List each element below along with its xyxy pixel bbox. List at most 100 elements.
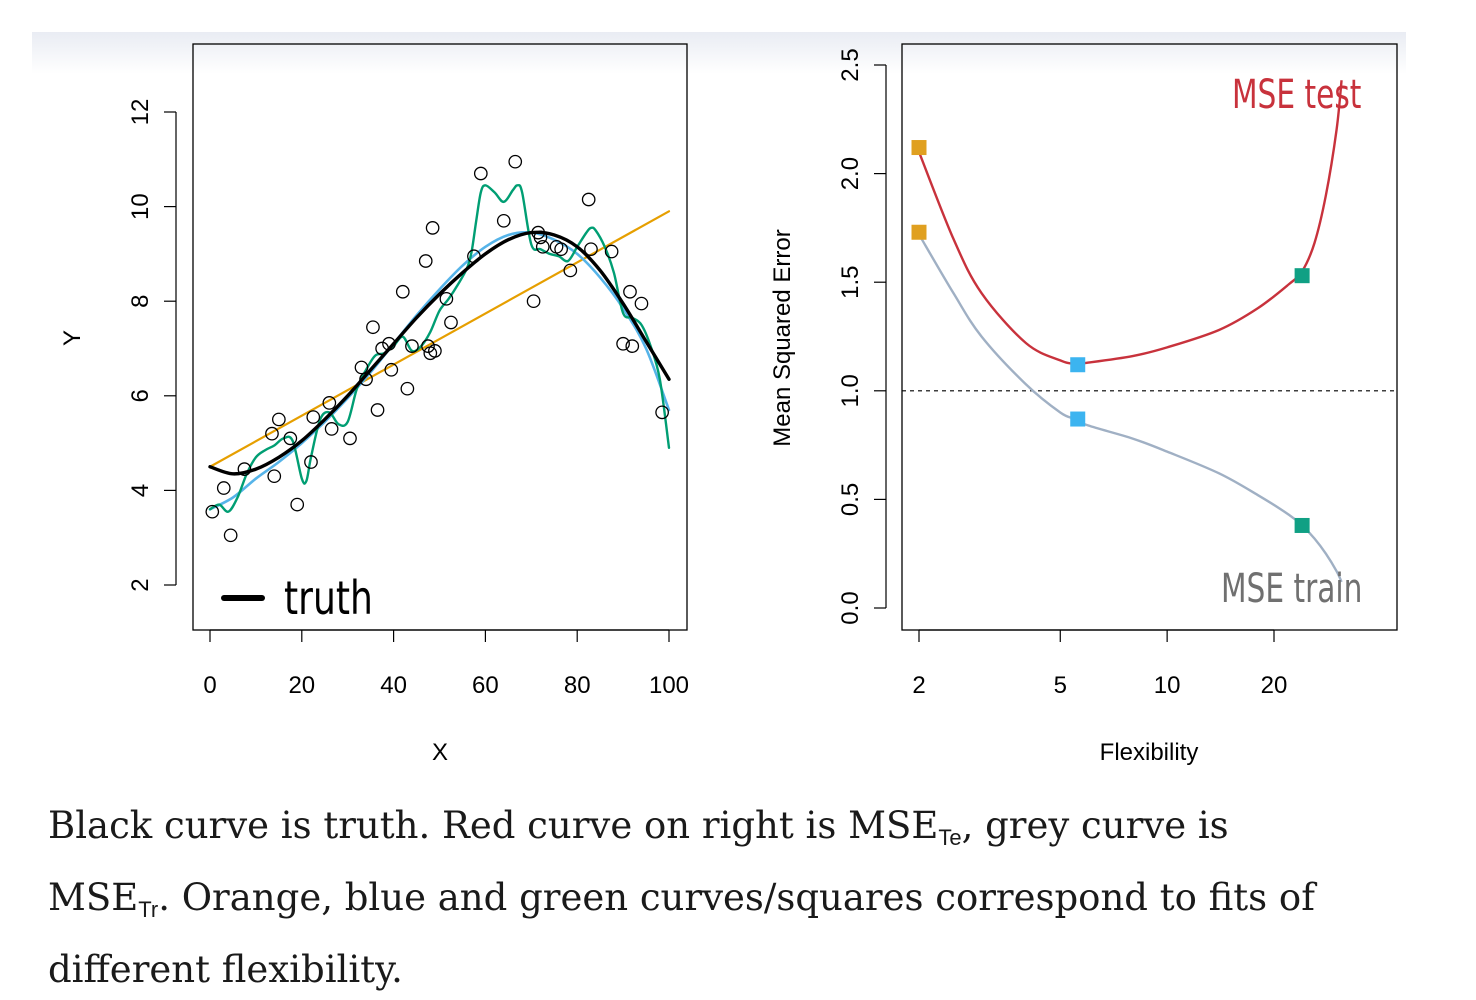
y-tick-label: 2 xyxy=(127,578,154,591)
caption-subscript: Te xyxy=(938,825,962,850)
data-point xyxy=(508,154,523,169)
data-point xyxy=(384,362,399,377)
orange-marker xyxy=(911,224,927,240)
smooth-curve xyxy=(208,231,671,511)
caption-text: , grey curve is xyxy=(961,804,1229,847)
caption-subscript: Tr xyxy=(138,897,159,922)
y-tick-label: 10 xyxy=(127,193,154,220)
x-tick-label: 5 xyxy=(1054,672,1067,699)
data-point xyxy=(405,339,419,353)
blue-marker xyxy=(1070,411,1086,427)
caption-line-1: Black curve is truth. Red curve on right… xyxy=(48,796,1428,868)
green-marker xyxy=(1294,517,1310,533)
mse-test-curve xyxy=(917,80,1343,366)
data-point xyxy=(533,230,548,245)
plot-area xyxy=(205,154,671,543)
blue-marker xyxy=(1070,357,1086,373)
y-tick-label: 8 xyxy=(127,295,154,308)
y-tick-label: 2.0 xyxy=(837,157,864,190)
x-tick-label: 0 xyxy=(203,672,216,699)
data-point xyxy=(444,315,458,330)
right-chart: 2 5 10 20 0.0 0.5 1.0 1.5 2.0 2.5 Flexibility Mean … xyxy=(769,43,1398,766)
x-tick-label: 10 xyxy=(1154,672,1181,699)
y-tick-label: 2.5 xyxy=(837,48,864,81)
data-point xyxy=(473,166,488,181)
data-point xyxy=(395,284,410,299)
caption-line-2: MSETr. Orange, blue and green curves/squ… xyxy=(48,868,1428,940)
data-point xyxy=(304,455,318,469)
caption-line-3: different flexibility. xyxy=(48,940,1428,1000)
caption-text: . Orange, blue and green curves/squares … xyxy=(158,876,1315,919)
y-tick-label: 0.5 xyxy=(837,483,864,516)
data-point xyxy=(354,360,369,375)
data-point xyxy=(604,244,619,259)
data-point xyxy=(237,462,252,476)
x-tick-label: 60 xyxy=(472,672,499,699)
data-point xyxy=(625,339,640,353)
data-point xyxy=(400,381,415,396)
data-point xyxy=(324,422,339,436)
orange-marker xyxy=(911,140,927,156)
data-point xyxy=(467,249,481,264)
plot-frame xyxy=(901,43,1398,631)
mse-train-annotation: MSE train xyxy=(1221,566,1362,613)
x-tick-label: 100 xyxy=(649,672,689,699)
data-point xyxy=(271,412,286,427)
data-point xyxy=(382,336,396,351)
x-tick-label: 20 xyxy=(288,672,315,699)
truth-curve xyxy=(208,230,671,476)
y-tick-label: 4 xyxy=(127,484,154,497)
figure-caption: Black curve is truth. Red curve on right… xyxy=(48,796,1428,1000)
data-point xyxy=(563,263,578,278)
data-point xyxy=(623,284,637,299)
x-tick-label: 2 xyxy=(912,672,925,699)
data-point xyxy=(205,504,220,519)
data-point xyxy=(216,481,231,495)
data-point xyxy=(375,341,389,356)
y-tick-label: 12 xyxy=(127,99,154,126)
data-point xyxy=(290,497,305,512)
x-tick-label: 80 xyxy=(564,672,591,699)
data-point xyxy=(616,336,630,351)
caption-text: Black curve is truth. Red curve on right… xyxy=(48,804,939,847)
mse-test-annotation: MSE test xyxy=(1232,72,1361,119)
data-point xyxy=(306,410,321,424)
caption-text: different flexibility. xyxy=(48,948,403,991)
data-point xyxy=(535,239,550,254)
x-tick-label: 40 xyxy=(380,672,407,699)
data-point xyxy=(223,528,238,543)
plot-area xyxy=(911,80,1343,583)
legend-label: truth xyxy=(284,572,373,626)
plot-frame xyxy=(192,43,688,631)
y-tick-label: 6 xyxy=(127,389,154,402)
green-marker xyxy=(1294,268,1310,284)
data-point xyxy=(425,221,440,235)
x-axis-label: Flexibility xyxy=(1100,739,1199,766)
data-point xyxy=(366,320,380,335)
y-tick-label: 0.0 xyxy=(837,591,864,624)
y-axis-label: Y xyxy=(59,330,86,346)
caption-text: MSE xyxy=(48,876,139,919)
data-point xyxy=(267,469,282,484)
y-tick-label: 1.0 xyxy=(837,374,864,407)
data-point xyxy=(428,344,442,358)
data-point xyxy=(554,242,568,257)
data-point xyxy=(418,254,433,268)
top-shading xyxy=(32,32,1406,74)
data-point xyxy=(370,403,385,417)
data-point xyxy=(322,396,337,410)
data-point xyxy=(655,405,669,420)
data-point xyxy=(581,192,596,207)
data-point xyxy=(343,431,357,446)
y-tick-label: 1.5 xyxy=(837,266,864,299)
data-point xyxy=(634,296,649,311)
y-axis-label: Mean Squared Error xyxy=(769,229,796,446)
linear-curve xyxy=(208,210,671,468)
data-point xyxy=(359,372,373,387)
data-point xyxy=(439,291,454,306)
data-point xyxy=(283,431,298,446)
x-tick-label: 20 xyxy=(1261,672,1288,699)
